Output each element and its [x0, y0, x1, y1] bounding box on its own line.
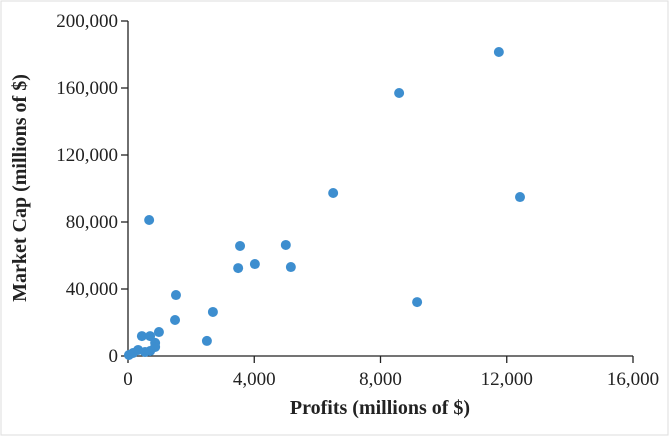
point — [170, 314, 181, 325]
point — [412, 297, 423, 308]
point — [280, 239, 291, 250]
point — [123, 349, 134, 360]
point — [144, 214, 155, 225]
point — [394, 88, 405, 99]
point — [145, 345, 156, 356]
y-axis-label: Market Cap (millions of $) — [9, 74, 31, 302]
x-axis-label: Profits (millions of $) — [290, 397, 470, 419]
x-tick-label: 8,000 — [359, 369, 402, 390]
point — [233, 263, 244, 274]
x-tick-label: 0 — [123, 369, 133, 390]
point — [249, 259, 260, 270]
y-tick-label: 80,000 — [66, 212, 118, 233]
y-tick-label: 40,000 — [66, 279, 118, 300]
point — [145, 331, 156, 342]
point — [136, 331, 147, 342]
y-tick-label: 120,000 — [56, 145, 118, 166]
y-tick-label: 0 — [109, 346, 119, 367]
x-tick-label: 12,000 — [481, 369, 533, 390]
point — [153, 327, 164, 338]
point — [493, 46, 504, 57]
point — [207, 306, 218, 317]
point — [235, 240, 246, 251]
point — [170, 290, 181, 301]
y-tick-label: 160,000 — [56, 78, 118, 99]
x-tick-label: 16,000 — [607, 369, 659, 390]
point — [285, 262, 296, 273]
y-tick-label: 200,000 — [56, 11, 118, 32]
point — [515, 192, 526, 203]
point — [201, 335, 212, 346]
x-tick-label: 4,000 — [233, 369, 276, 390]
point — [328, 188, 339, 199]
